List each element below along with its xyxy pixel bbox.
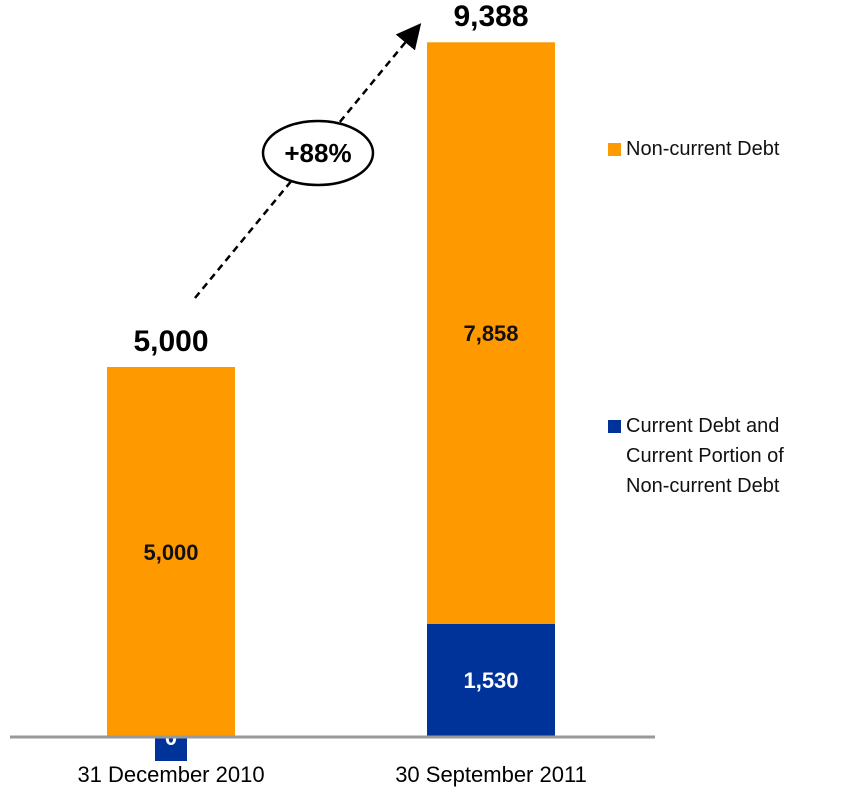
legend-label: Current Debt and Current Portion of Non-… <box>626 415 784 497</box>
annotation-ellipse <box>261 119 375 187</box>
value-label: 5,000 <box>143 540 198 565</box>
legend-label: Non-current Debt <box>626 138 780 160</box>
legend-swatch <box>608 420 621 433</box>
growth-arrow <box>194 23 422 299</box>
bar-segment <box>427 42 555 624</box>
x-tick-label: 31 December 2010 <box>77 762 264 787</box>
bar-segment <box>107 367 235 737</box>
annotation: +88% <box>284 138 351 168</box>
value-label: 1,530 <box>463 668 518 693</box>
x-tick-label: 30 September 2011 <box>395 762 587 787</box>
legend-swatch <box>608 143 621 156</box>
value-label: 7,858 <box>463 321 518 346</box>
total-label: 9,388 <box>453 0 528 33</box>
total-label: 5,000 <box>133 325 208 358</box>
bar-segment <box>427 623 555 737</box>
